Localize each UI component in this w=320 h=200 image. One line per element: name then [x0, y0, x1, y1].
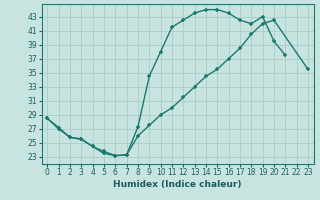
X-axis label: Humidex (Indice chaleur): Humidex (Indice chaleur): [113, 180, 242, 189]
